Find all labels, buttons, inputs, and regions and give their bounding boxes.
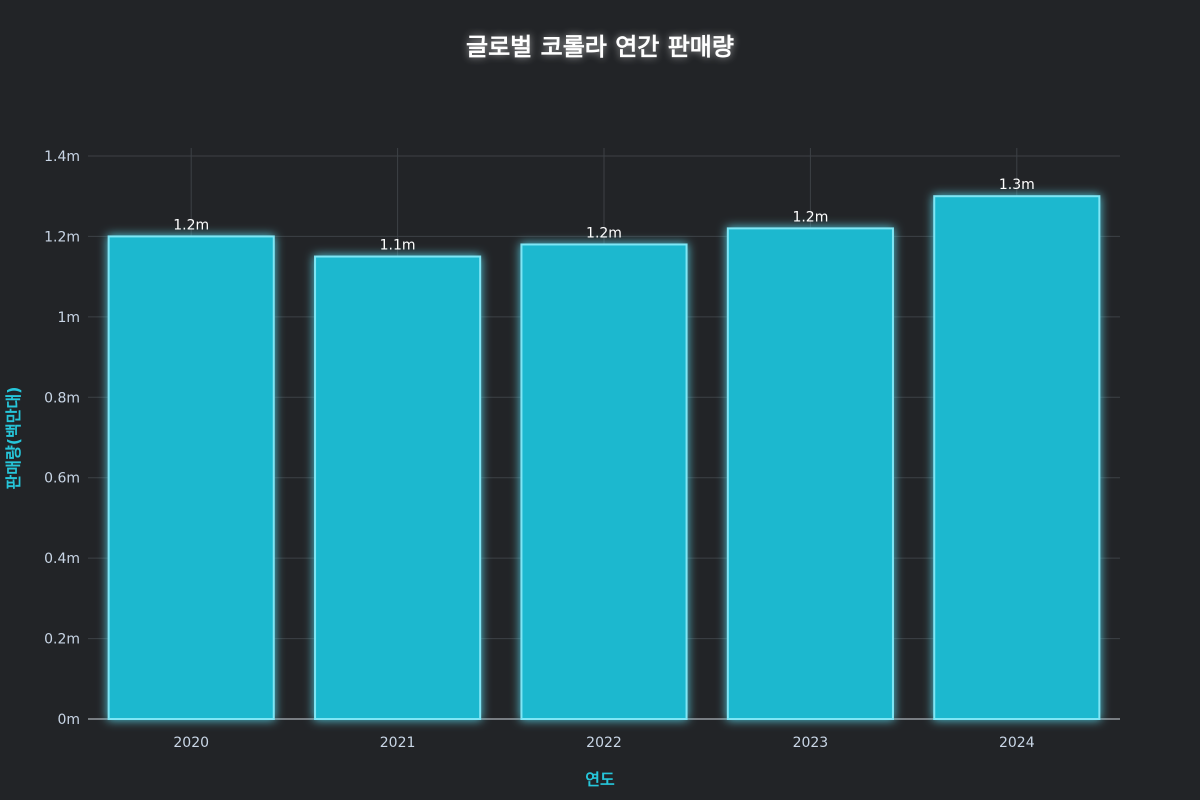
bar-2020 [107,235,275,721]
data-label: 1.3m [999,177,1035,193]
data-label: 1.1m [380,238,416,254]
chart-title: 글로벌 코롤라 연간 판매량 [466,33,734,61]
x-tick-label: 2023 [793,735,829,751]
data-label: 1.2m [173,217,209,233]
y-tick-label: 1.2m [44,229,80,245]
x-tick-label: 2021 [380,735,416,751]
bar-2022 [520,243,688,720]
bar-2024 [933,195,1101,720]
x-tick-label: 2020 [173,735,209,751]
data-label: 1.2m [586,225,622,241]
y-tick-label: 1m [57,310,80,326]
y-tick-label: 1.4m [44,149,80,165]
bar-2023 [726,227,894,720]
y-tick-label: 0.6m [44,471,80,487]
data-label: 1.2m [792,209,828,225]
y-tick-label: 0.8m [44,390,80,406]
y-tick-label: 0m [57,712,80,728]
y-tick-label: 0.2m [44,632,80,648]
y-axis-label: 판매량(백만대) [4,387,23,490]
x-tick-label: 2024 [999,735,1035,751]
x-axis-label: 연도 [585,770,615,789]
y-tick-label: 0.4m [44,551,80,567]
bar-2021 [314,255,482,720]
x-tick-label: 2022 [586,735,622,751]
